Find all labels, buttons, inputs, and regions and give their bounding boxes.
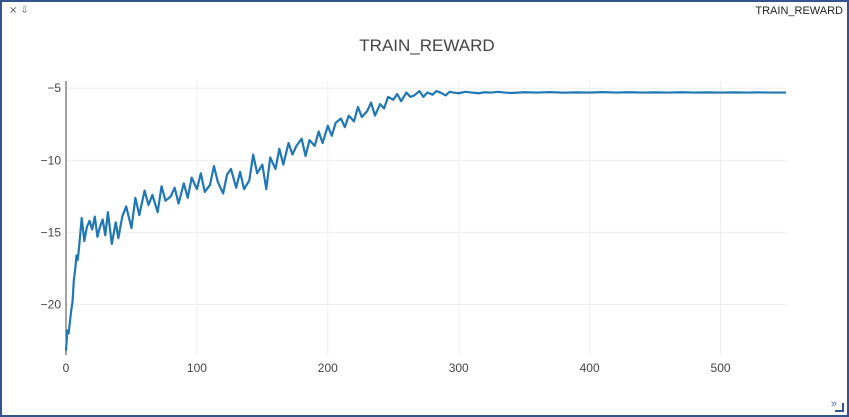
pane-header: × ⇩ TRAIN_REWARD xyxy=(2,2,847,22)
close-icon[interactable]: × xyxy=(9,5,18,16)
x-tick-label: 0 xyxy=(63,361,70,375)
x-tick-label: 300 xyxy=(449,361,469,375)
download-icon[interactable]: ⇩ xyxy=(21,6,29,16)
grid-lines xyxy=(66,81,786,355)
y-tick-label: −15 xyxy=(41,225,62,239)
pane-title: TRAIN_REWARD xyxy=(755,5,843,17)
y-tick-label: −10 xyxy=(41,153,62,167)
x-tick-label: 500 xyxy=(711,361,731,375)
resize-handle[interactable] xyxy=(835,403,844,412)
tick-labels: 0 100 200 300 400 500 −5 −10 −15 −20 xyxy=(41,81,731,375)
series-line xyxy=(64,89,786,351)
x-tick-label: 100 xyxy=(187,361,207,375)
x-tick-label: 200 xyxy=(318,361,338,375)
expand-icon[interactable]: » xyxy=(830,398,837,410)
y-tick-label: −5 xyxy=(47,81,61,95)
y-tick-label: −20 xyxy=(41,298,62,312)
x-tick-label: 400 xyxy=(580,361,600,375)
chart-title: TRAIN_REWARD xyxy=(359,36,494,55)
